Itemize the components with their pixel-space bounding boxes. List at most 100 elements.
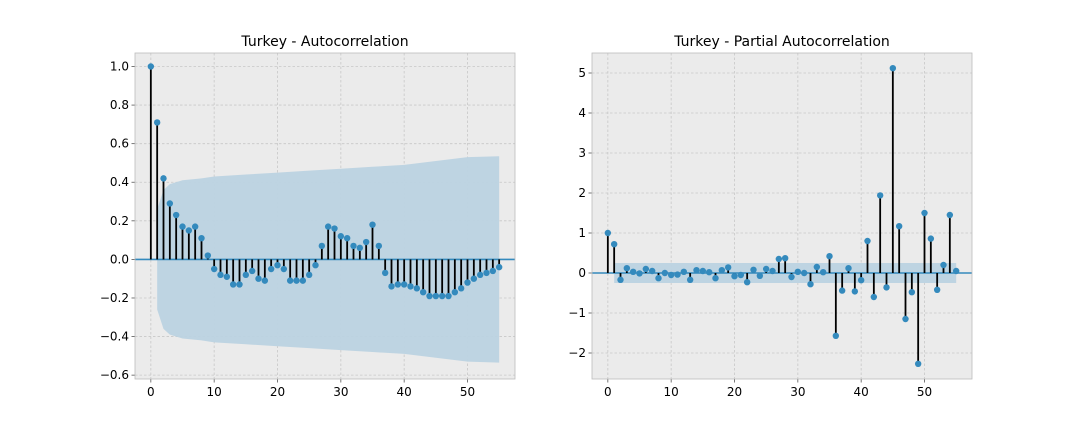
x-tick-label: 40	[397, 385, 412, 399]
stem-marker	[172, 211, 180, 219]
acf-title: Turkey - Autocorrelation	[240, 34, 408, 50]
stem-marker	[718, 267, 726, 274]
stem-marker	[318, 242, 326, 250]
stem-marker	[674, 271, 681, 278]
stem-marker	[724, 264, 732, 271]
stem-marker	[464, 279, 471, 286]
stem-marker	[864, 237, 871, 245]
stem-marker	[198, 234, 205, 242]
stem-marker	[242, 271, 250, 279]
x-tick-label: 10	[664, 385, 679, 399]
stem-marker	[375, 242, 383, 250]
stem-marker	[845, 265, 852, 272]
stem-marker	[699, 267, 707, 275]
stem-marker	[160, 175, 167, 182]
stem-marker	[940, 261, 947, 269]
stem-marker	[293, 277, 300, 284]
pacf-tick-labels: 0 10 20 30 40 50 −2 −1 0 1 2 3 4 5	[568, 66, 932, 399]
stem-marker	[147, 63, 155, 70]
stem-marker	[781, 255, 789, 262]
stem-marker	[857, 277, 865, 284]
stem-marker	[604, 229, 612, 237]
stem-marker	[731, 273, 738, 280]
stem-marker	[889, 65, 897, 72]
stem-marker	[636, 270, 643, 277]
stem-marker	[705, 269, 713, 276]
stem-marker	[229, 281, 237, 288]
y-tick-label: 1.0	[110, 60, 129, 74]
stem-marker	[350, 242, 357, 250]
stem-marker	[756, 272, 764, 279]
stem-marker	[933, 286, 941, 293]
x-tick-label: 50	[917, 385, 932, 399]
stem-marker	[388, 283, 395, 290]
pacf-markers	[604, 65, 960, 367]
stem-marker	[686, 276, 694, 283]
stem-marker	[166, 200, 174, 207]
pacf-panel: Turkey - Partial Autocorrelation 0 10 20 30…	[568, 34, 973, 399]
stem-marker	[642, 265, 650, 273]
stem-marker	[470, 275, 478, 282]
stem-marker	[661, 269, 669, 277]
y-tick-label: 0.8	[110, 98, 129, 112]
stem-marker	[902, 315, 909, 323]
y-tick-label: 0.0	[110, 252, 129, 266]
stem-marker	[432, 292, 440, 300]
x-tick-label: 0	[604, 385, 612, 399]
acf-panel: Turkey - Autocorrelation 0 10 20 30 40 50 −0.6…	[100, 34, 516, 399]
stem-marker	[712, 275, 719, 282]
y-tick-label: 0.2	[110, 214, 129, 228]
stem-marker	[413, 285, 421, 292]
stem-marker	[407, 283, 414, 290]
y-tick-label: −2	[568, 346, 586, 360]
stem-marker	[362, 238, 370, 246]
pacf-axes-frame	[591, 52, 973, 380]
stem-marker	[813, 263, 821, 271]
stem-marker	[788, 273, 795, 281]
stem-marker	[667, 271, 675, 279]
stem-marker	[280, 265, 288, 273]
x-tick-label: 10	[207, 385, 222, 399]
stem-marker	[610, 241, 618, 248]
stem-marker	[210, 265, 218, 273]
stem-marker	[217, 271, 224, 279]
stem-marker	[324, 223, 332, 230]
y-tick-label: 3	[578, 146, 586, 160]
x-tick-label: 0	[147, 385, 155, 399]
stem-marker	[312, 261, 319, 269]
acf-tick-labels: 0 10 20 30 40 50 −0.6 −0.4 −0.2 0.0 0.2 0.4 0.6 0.8 1.…	[100, 60, 475, 399]
stem-marker	[179, 223, 186, 230]
stem-marker	[946, 211, 954, 219]
pacf-title: Turkey - Partial Autocorrelation	[673, 34, 890, 50]
stem-marker	[629, 268, 637, 275]
stem-marker	[185, 227, 193, 234]
stem-marker	[623, 265, 631, 272]
stem-marker	[617, 276, 624, 283]
stem-marker	[223, 273, 231, 280]
x-tick-label: 20	[270, 385, 285, 399]
y-tick-label: 5	[578, 66, 586, 80]
stem-marker	[762, 265, 770, 273]
acf-axes-frame	[134, 52, 516, 380]
stem-marker	[838, 287, 846, 294]
y-tick-label: −1	[568, 306, 586, 320]
y-tick-label: 0	[578, 266, 586, 280]
stem-marker	[305, 271, 313, 279]
y-tick-label: 1	[578, 226, 586, 240]
y-tick-label: 0.6	[110, 137, 129, 151]
stem-marker	[826, 253, 833, 260]
stem-marker	[952, 267, 960, 275]
x-tick-label: 40	[854, 385, 869, 399]
stem-marker	[876, 192, 884, 199]
stem-marker	[655, 275, 662, 282]
stem-marker	[153, 119, 161, 126]
stem-marker	[851, 288, 859, 295]
stem-marker	[261, 277, 269, 284]
stem-marker	[255, 275, 262, 282]
stem-marker	[794, 268, 802, 275]
stem-marker	[248, 267, 256, 275]
stem-marker	[236, 281, 243, 288]
stem-marker	[267, 265, 275, 273]
stem-marker	[680, 268, 688, 275]
